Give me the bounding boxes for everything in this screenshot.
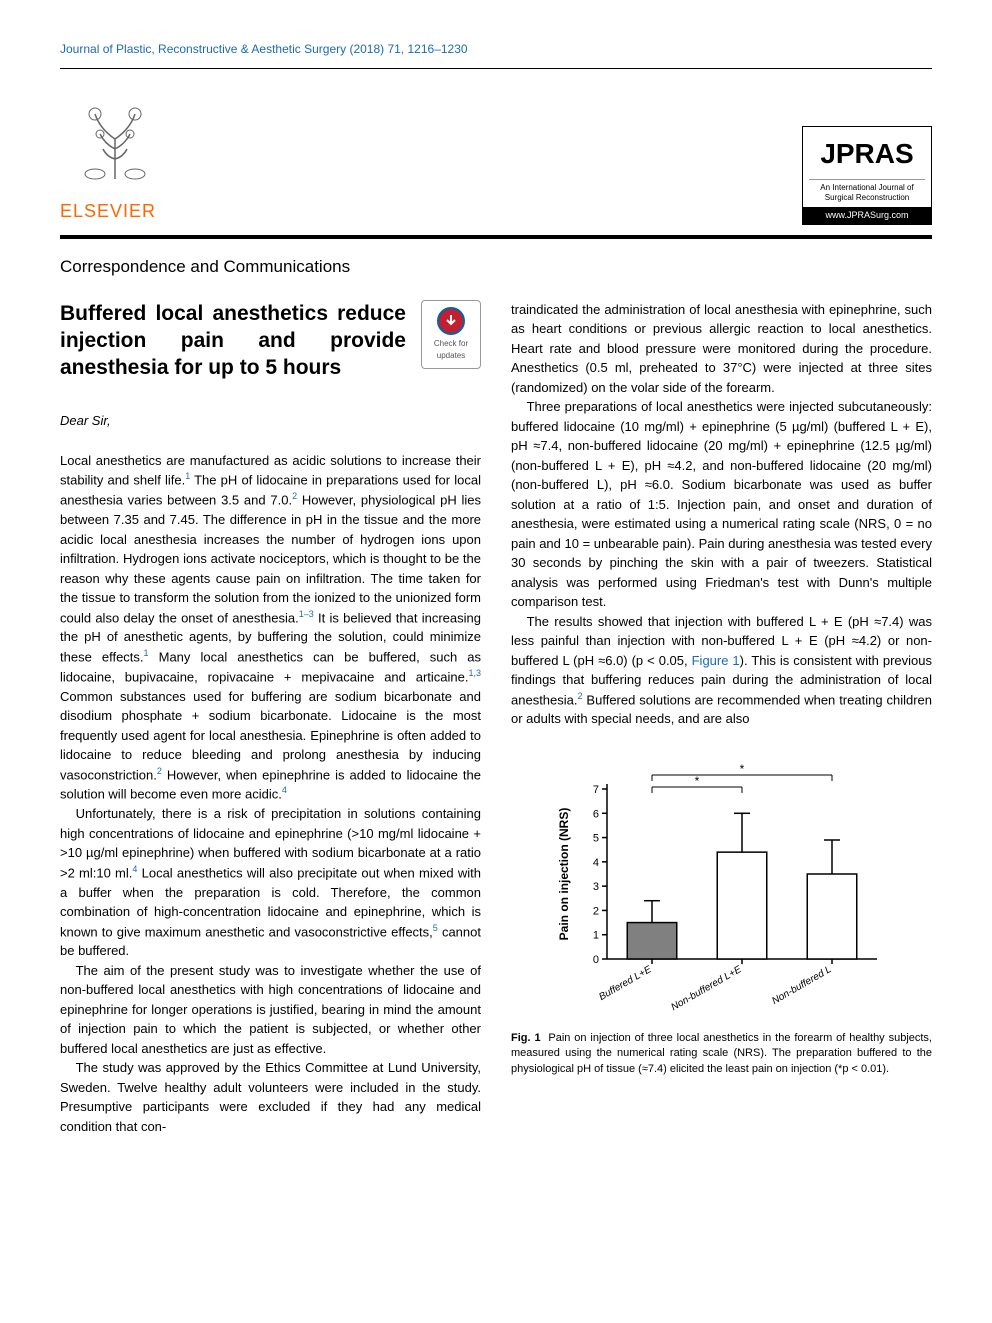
jpras-title: JPRAS bbox=[809, 133, 925, 175]
jpras-url: www.JPRASurg.com bbox=[803, 207, 931, 225]
figure-caption-text: Pain on injection of three local anesthe… bbox=[511, 1032, 932, 1075]
check-updates-label: Check for updates bbox=[434, 339, 468, 360]
left-column: Buffered local anesthetics reduce inject… bbox=[60, 300, 481, 1137]
svg-text:5: 5 bbox=[592, 832, 598, 844]
svg-text:3: 3 bbox=[592, 881, 598, 893]
svg-text:Non-buffered L: Non-buffered L bbox=[770, 964, 833, 1007]
right-column: traindicated the administration of local… bbox=[511, 300, 932, 1137]
salutation: Dear Sir, bbox=[60, 411, 481, 431]
figure-1: 0 1 2 3 4 5 6 7 Pain on injection (NRS) Buffered … bbox=[511, 759, 932, 1077]
check-updates-badge[interactable]: Check for updates bbox=[421, 300, 481, 369]
journal-header: Journal of Plastic, Reconstructive & Aes… bbox=[60, 40, 932, 58]
body-paragraph: The results showed that injection with b… bbox=[511, 612, 932, 729]
svg-text:7: 7 bbox=[592, 784, 598, 796]
body-paragraph: The study was approved by the Ethics Com… bbox=[60, 1058, 481, 1136]
divider-thick bbox=[60, 235, 932, 239]
jpras-logo[interactable]: JPRAS An International Journal of Surgic… bbox=[802, 126, 932, 225]
svg-text:4: 4 bbox=[592, 857, 598, 869]
logo-row: ELSEVIER JPRAS An International Journal … bbox=[60, 84, 932, 225]
svg-text:*: * bbox=[694, 774, 699, 788]
svg-text:Pain on injection (NRS): Pain on injection (NRS) bbox=[557, 807, 571, 940]
svg-text:0: 0 bbox=[592, 954, 598, 966]
body-paragraph: Unfortunately, there is a risk of precip… bbox=[60, 804, 481, 961]
check-updates-icon bbox=[437, 307, 465, 335]
svg-text:6: 6 bbox=[592, 808, 598, 820]
bar-chart: 0 1 2 3 4 5 6 7 Pain on injection (NRS) Buffered … bbox=[552, 759, 892, 1019]
svg-text:2: 2 bbox=[592, 905, 598, 917]
svg-text:Buffered L+E: Buffered L+E bbox=[597, 964, 654, 1003]
figure-caption: Fig. 1 Pain on injection of three local … bbox=[511, 1031, 932, 1077]
svg-text:1: 1 bbox=[592, 930, 598, 942]
elsevier-tree-icon bbox=[60, 84, 170, 194]
elsevier-logo[interactable]: ELSEVIER bbox=[60, 84, 170, 225]
divider-top bbox=[60, 68, 932, 69]
two-column-layout: Buffered local anesthetics reduce inject… bbox=[60, 300, 932, 1137]
elsevier-wordmark: ELSEVIER bbox=[60, 198, 170, 225]
svg-text:*: * bbox=[739, 762, 744, 776]
section-header: Correspondence and Communications bbox=[60, 254, 932, 280]
jpras-subtitle: An International Journal of Surgical Rec… bbox=[809, 179, 925, 202]
body-paragraph: The aim of the present study was to inve… bbox=[60, 961, 481, 1059]
article-title: Buffered local anesthetics reduce inject… bbox=[60, 300, 406, 382]
body-paragraph: traindicated the administration of local… bbox=[511, 300, 932, 398]
right-body: traindicated the administration of local… bbox=[511, 300, 932, 729]
left-body: Local anesthetics are manufactured as ac… bbox=[60, 451, 481, 1136]
body-paragraph: Three preparations of local anesthetics … bbox=[511, 397, 932, 612]
body-paragraph: Local anesthetics are manufactured as ac… bbox=[60, 451, 481, 804]
figure-label: Fig. 1 bbox=[511, 1032, 541, 1044]
svg-text:Non-buffered L+E: Non-buffered L+E bbox=[669, 964, 743, 1013]
